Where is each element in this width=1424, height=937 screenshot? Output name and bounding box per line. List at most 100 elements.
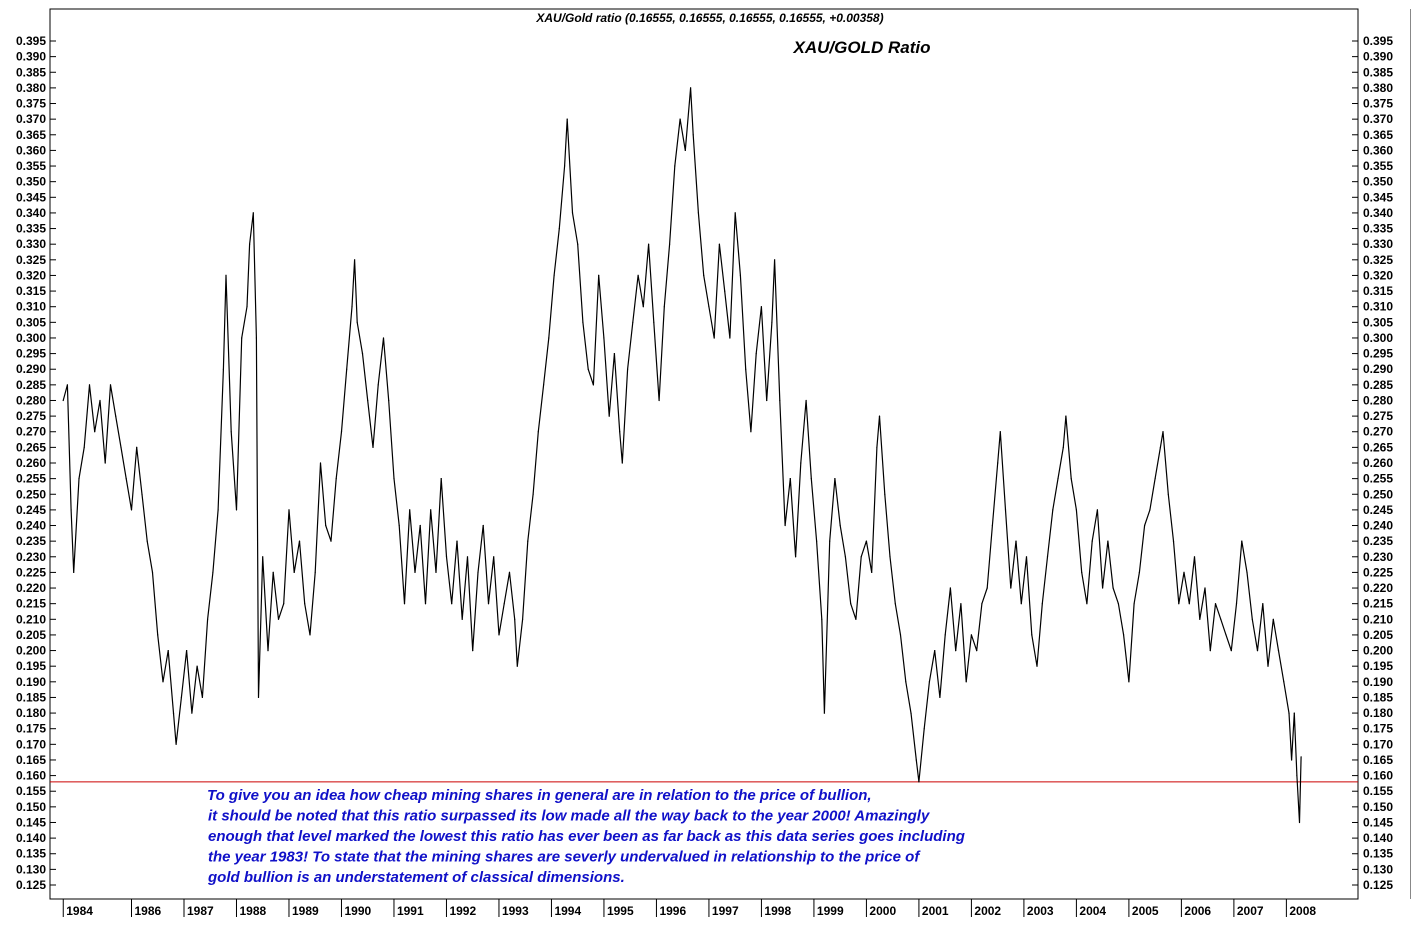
- data-point: [514, 618, 516, 620]
- data-point: [78, 478, 80, 480]
- data-point: [262, 556, 264, 558]
- data-point: [750, 431, 752, 433]
- data-point: [1015, 540, 1017, 542]
- data-point: [1107, 540, 1109, 542]
- y-tick-label-right: 0.390: [1363, 50, 1393, 64]
- data-point: [745, 368, 747, 370]
- y-tick-label-left: 0.390: [16, 50, 46, 64]
- data-point: [608, 415, 610, 417]
- y-tick-label-right: 0.200: [1363, 644, 1393, 658]
- y-tick-label-left: 0.135: [16, 847, 46, 861]
- y-tick-label-right: 0.320: [1363, 268, 1393, 282]
- data-point: [865, 540, 868, 542]
- y-tick-label-left: 0.255: [16, 472, 46, 486]
- data-point: [249, 243, 251, 245]
- data-point: [1277, 650, 1280, 652]
- y-tick-label-right: 0.195: [1363, 659, 1393, 673]
- data-point: [876, 446, 878, 448]
- data-point: [918, 781, 920, 783]
- data-point: [115, 415, 117, 417]
- y-tick-label-left: 0.395: [16, 34, 46, 48]
- y-tick-label-left: 0.130: [16, 862, 46, 876]
- data-point: [1267, 665, 1269, 667]
- data-point: [1262, 603, 1264, 605]
- y-tick-label-left: 0.160: [16, 769, 46, 783]
- data-point: [498, 634, 500, 636]
- data-point: [1183, 571, 1185, 574]
- data-point: [713, 337, 715, 339]
- y-tick-label-right: 0.160: [1363, 769, 1393, 783]
- data-point: [191, 712, 193, 714]
- y-tick-label-right: 0.130: [1363, 862, 1393, 876]
- y-tick-label-right: 0.330: [1363, 237, 1393, 251]
- y-tick-label-left: 0.240: [16, 519, 46, 533]
- data-point: [679, 118, 681, 120]
- data-point: [283, 603, 285, 605]
- data-point: [692, 134, 694, 136]
- data-point: [1117, 603, 1119, 605]
- annotation-line: the year 1983! To state that the mining …: [208, 849, 921, 866]
- data-point: [151, 571, 154, 574]
- data-point: [587, 368, 589, 370]
- data-point: [272, 571, 274, 574]
- y-tick-label-left: 0.180: [16, 706, 46, 720]
- data-point: [1081, 571, 1083, 574]
- data-point: [566, 118, 568, 120]
- y-tick-label-right: 0.280: [1363, 393, 1393, 407]
- data-point: [1025, 556, 1028, 558]
- y-tick-label-left: 0.315: [16, 284, 46, 298]
- data-point: [1096, 509, 1098, 511]
- data-point: [330, 540, 332, 542]
- data-point: [207, 618, 209, 620]
- data-point: [157, 634, 159, 636]
- data-point: [613, 353, 616, 355]
- series-line: [62, 87, 1302, 824]
- data-point: [965, 681, 967, 683]
- y-tick-label-left: 0.355: [16, 159, 46, 173]
- y-tick-label-left: 0.350: [16, 175, 46, 189]
- y-tick-label-left: 0.230: [16, 550, 46, 564]
- y-tick-label-right: 0.125: [1363, 878, 1393, 892]
- data-point: [939, 696, 941, 699]
- y-tick-label-right: 0.170: [1363, 737, 1393, 751]
- data-point: [1159, 446, 1161, 448]
- data-point: [252, 212, 254, 214]
- y-tick-label-right: 0.380: [1363, 81, 1393, 95]
- y-tick-label-left: 0.340: [16, 206, 46, 220]
- data-point: [532, 493, 534, 495]
- data-point: [910, 712, 912, 714]
- data-point: [991, 524, 994, 527]
- y-tick-label-right: 0.275: [1363, 409, 1393, 423]
- y-tick-label-right: 0.375: [1363, 97, 1393, 111]
- data-point: [1138, 571, 1140, 574]
- data-point: [543, 384, 545, 386]
- y-tick-label-left: 0.245: [16, 503, 46, 517]
- x-tick-label: 1999: [817, 904, 844, 918]
- data-point: [304, 603, 306, 605]
- data-point: [816, 540, 818, 542]
- data-point: [1167, 493, 1169, 495]
- y-tick-label-right: 0.180: [1363, 706, 1393, 720]
- data-point: [598, 274, 600, 276]
- data-point: [456, 540, 458, 542]
- data-point: [298, 540, 301, 542]
- y-tick-label-left: 0.205: [16, 628, 46, 642]
- data-point: [167, 650, 169, 652]
- data-point: [755, 353, 757, 355]
- data-point: [949, 587, 952, 589]
- data-point: [1070, 478, 1072, 480]
- data-point: [288, 509, 290, 511]
- data-point: [821, 618, 823, 620]
- y-tick-label-left: 0.140: [16, 831, 46, 845]
- y-tick-label-right: 0.230: [1363, 550, 1393, 564]
- data-point: [944, 634, 946, 636]
- data-point: [70, 509, 72, 511]
- data-point: [1220, 618, 1222, 620]
- y-tick-label-right: 0.385: [1363, 65, 1393, 79]
- data-point: [477, 571, 479, 574]
- data-point: [923, 728, 925, 730]
- x-tick-label: 1988: [239, 904, 266, 918]
- data-point: [1178, 603, 1180, 605]
- data-point: [346, 368, 348, 370]
